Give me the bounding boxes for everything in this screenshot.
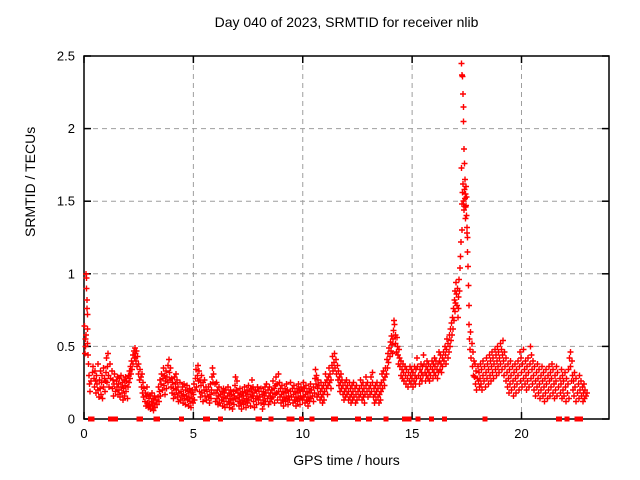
svg-text:2.5: 2.5 <box>57 49 75 64</box>
svg-text:15: 15 <box>405 426 419 441</box>
svg-text:1: 1 <box>68 266 75 281</box>
svg-text:20: 20 <box>514 426 528 441</box>
x-axis-label: GPS time / hours <box>293 452 400 468</box>
plot-border <box>83 55 610 420</box>
axis-tick-labels: 0 5 10 15 20 0 0.5 1 1.5 2 2.5 <box>57 49 529 442</box>
svg-text:5: 5 <box>190 426 197 441</box>
svg-text:0.5: 0.5 <box>57 339 75 354</box>
scatter-points <box>81 60 590 414</box>
grid-lines <box>84 56 609 419</box>
svg-text:1.5: 1.5 <box>57 194 75 209</box>
svg-text:0: 0 <box>80 426 87 441</box>
chart-title: Day 040 of 2023, SRMTID for receiver nli… <box>214 14 479 30</box>
svg-text:0: 0 <box>68 412 75 427</box>
svg-text:10: 10 <box>296 426 310 441</box>
svg-text:2: 2 <box>68 121 75 136</box>
zero-value-points <box>88 416 583 422</box>
